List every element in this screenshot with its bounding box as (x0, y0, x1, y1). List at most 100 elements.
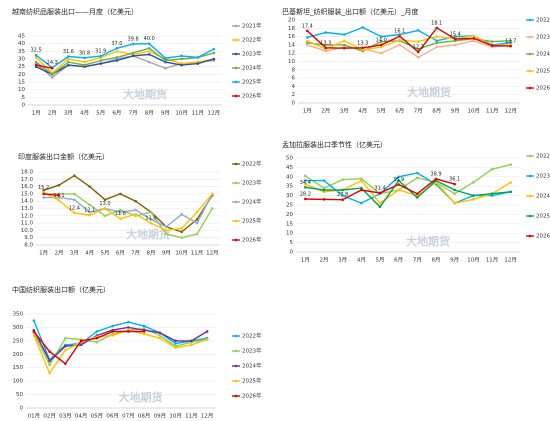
point (360, 186, 363, 190)
chart-title: 印度服装出口金额（亿美元） (18, 152, 109, 161)
point (48, 359, 51, 363)
point (99, 62, 103, 65)
x-tick-label: 7月 (413, 257, 422, 264)
value-label: 12.3 (413, 44, 424, 50)
point (50, 73, 54, 76)
point (174, 342, 177, 345)
y-tick-label: 20 (288, 18, 295, 24)
y-tick-label: 300 (13, 325, 24, 331)
value-label: 12.4 (69, 205, 80, 211)
point (509, 41, 513, 45)
point (360, 188, 363, 192)
point (416, 50, 420, 54)
legend-label: 2025年 (536, 67, 550, 75)
x-tick-label: 9月 (162, 250, 171, 257)
x-tick-label: 3月 (64, 110, 73, 117)
point (397, 183, 400, 186)
point (360, 177, 363, 180)
point (34, 56, 38, 59)
legend-marker (234, 364, 238, 368)
x-tick-label: 1月 (39, 250, 48, 257)
point (211, 192, 214, 196)
point (88, 203, 91, 207)
point (304, 174, 307, 178)
point (305, 41, 309, 45)
point (149, 210, 153, 214)
point (379, 45, 383, 49)
point (305, 39, 309, 43)
y-tick-label: 16.0 (21, 184, 34, 190)
point (509, 190, 512, 194)
point (131, 54, 135, 58)
series-line (35, 64, 53, 69)
x-tick-label: 3月 (340, 108, 349, 115)
y-tick-label: 45 (18, 34, 25, 40)
point (305, 43, 309, 47)
x-tick-label: 8月 (147, 250, 156, 257)
x-tick-label: 8月 (432, 257, 441, 264)
point (119, 208, 122, 212)
legend-marker (234, 181, 238, 185)
point (472, 181, 475, 184)
x-tick-label: 05月 (91, 413, 104, 420)
point (416, 176, 419, 180)
y-tick-label: 16 (288, 34, 295, 40)
point (379, 43, 383, 47)
point (48, 350, 51, 353)
legend-marker (234, 394, 238, 398)
point (416, 56, 420, 59)
legend-label: 2023年 (536, 172, 550, 180)
point (57, 199, 61, 202)
point (341, 188, 344, 192)
point (342, 33, 346, 36)
point (64, 348, 67, 352)
y-tick-label: 100 (13, 379, 24, 385)
point (67, 57, 70, 61)
x-tick-label: 12月 (504, 257, 517, 264)
point (95, 336, 99, 340)
series-line (35, 53, 215, 76)
y-tick-label: 10 (288, 59, 295, 65)
y-tick-label: 20 (18, 72, 25, 78)
legend-label: 2024年 (242, 64, 262, 72)
series-line (33, 320, 208, 361)
point (64, 362, 67, 365)
point (490, 192, 494, 196)
legend-marker (528, 194, 532, 198)
x-tick-label: 12月 (505, 108, 518, 115)
point (164, 66, 167, 70)
value-label: 28.2 (300, 191, 311, 197)
y-tick-label: 5 (290, 240, 294, 246)
x-tick-label: 6月 (394, 257, 403, 264)
chart-title: 中国纺织服装出口额（亿美元） (12, 285, 110, 294)
legend-label: 2022年 (536, 16, 550, 24)
point (205, 330, 209, 333)
legend-label: 2023年 (242, 179, 262, 187)
value-label: 40.0 (144, 36, 155, 42)
point (212, 51, 216, 55)
point (490, 44, 494, 48)
point (115, 46, 119, 50)
point (131, 42, 135, 46)
point (67, 60, 70, 64)
point (361, 26, 365, 29)
point (64, 344, 67, 348)
x-tick-label: 11月 (486, 108, 499, 115)
value-label: 11.0 (145, 216, 156, 222)
y-tick-label: 200 (13, 352, 24, 358)
point (83, 56, 86, 60)
y-tick-label: 9.0 (24, 235, 33, 241)
legend-label: 2026年 (536, 232, 550, 240)
point (341, 198, 344, 202)
point (83, 63, 86, 67)
point (342, 39, 346, 43)
x-tick-label: 11月 (486, 257, 499, 264)
y-tick-label: 30 (286, 193, 293, 199)
y-tick-label: 14 (288, 42, 295, 48)
series-line (304, 163, 511, 195)
x-tick-label: 2月 (55, 250, 64, 257)
series-line (35, 47, 215, 76)
point (416, 171, 419, 175)
point (398, 34, 402, 38)
